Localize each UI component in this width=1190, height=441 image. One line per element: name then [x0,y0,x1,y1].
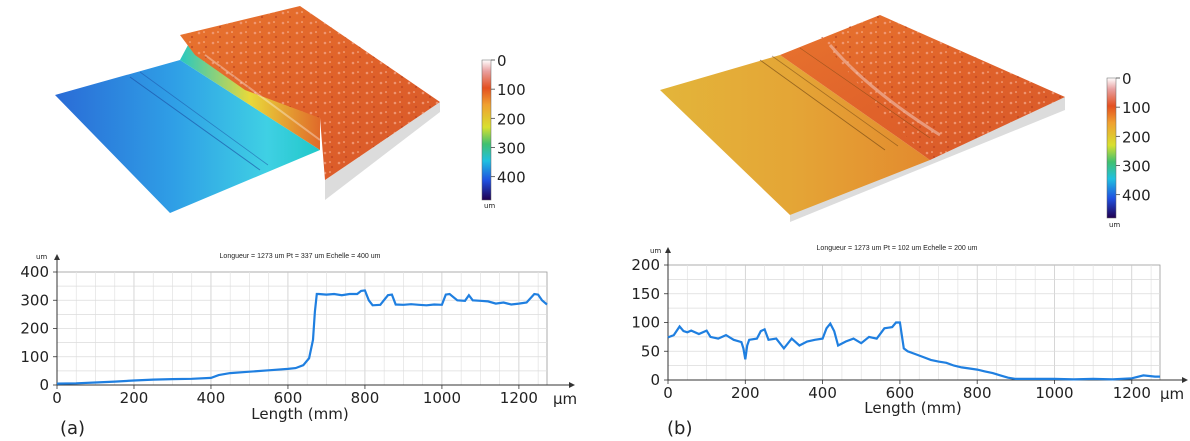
chart-b-x-unit: µm [1160,385,1184,403]
surface-3d-b [660,15,1065,222]
y-tick-label: 200 [631,256,660,274]
chart-b-tick-labels: 0 200 400 600 800 1000 1200 0 50 100 150 200 [631,256,1151,402]
x-tick-label: 1200 [1113,384,1151,402]
colorbar-tick-label: 100 [497,81,526,99]
chart-a-series-line [56,289,548,385]
x-tick-label: 200 [120,389,149,407]
chart-a-y-unit: um [36,253,47,261]
y-axis-arrow [54,254,60,260]
surface-a-texture [180,6,440,180]
y-axis-arrow [665,247,671,253]
panel-label-b: (b) [667,418,692,439]
x-axis-arrow [569,382,575,388]
colorbar-tick-label: 200 [1122,128,1151,146]
y-tick-label: 200 [20,320,49,338]
colorbar-b: 0 100 200 300 400 um [1106,70,1151,229]
colorbar-tick-label: 0 [1122,70,1132,88]
surface-b-scratch-1 [759,59,886,151]
colorbar-tick-label: 300 [497,140,526,158]
chart-b-title: Longueur = 1273 um Pt = 102 um Echelle =… [817,245,978,252]
colorbar-a-unit: um [484,202,495,210]
colorbar-tick-label: 100 [1122,99,1151,117]
surface-b-low-plateau [660,55,930,215]
x-axis-arrow [1182,377,1188,383]
surface-a-scratch-1 [129,76,261,171]
surface-b-texture [820,15,1065,160]
x-tick-label: 600 [274,389,303,407]
chart-a-x-unit: µm [553,390,577,408]
chart-b-x-label: Length (mm) [864,399,961,417]
surface-b-ridge [828,44,941,137]
x-tick-label: 800 [351,389,380,407]
chart-b-series-line [667,321,1160,381]
chart-a-tick-labels: 0 200 400 600 800 1000 1200 0 100 200 300 400 [20,263,538,407]
chart-b-grid [667,264,1161,381]
profile-chart-b: Longueur = 1273 um Pt = 102 um Echelle =… [631,245,1188,439]
y-tick-label: 0 [39,376,49,394]
panel-label-a: (a) [60,418,85,439]
x-tick-label: 1200 [500,389,538,407]
y-tick-label: 300 [20,291,49,309]
colorbar-tick-label: 400 [1122,187,1151,205]
colorbar-tick-label: 0 [497,52,507,70]
chart-a-grid [56,271,548,386]
chart-b-y-unit: um [650,247,661,255]
surface-a-side [325,102,440,200]
surface-a-low-plateau [55,60,320,213]
colorbar-tick-label: 200 [497,110,526,128]
surface-b-scratch-2 [771,55,899,147]
x-tick-label: 0 [663,384,673,402]
x-tick-label: 200 [731,384,760,402]
colorbar-tick-label: 400 [497,169,526,187]
surface-3d-a [55,6,440,213]
y-tick-label: 50 [641,342,660,360]
chart-a-axes [54,254,575,388]
colorbar-tick-label: 300 [1122,158,1151,176]
surface-a-scratch-2 [139,71,269,166]
y-tick-label: 0 [650,371,660,389]
x-tick-label: 400 [808,384,837,402]
chart-a-x-label: Length (mm) [251,405,348,423]
x-tick-label: 800 [963,384,992,402]
x-tick-label: 1000 [423,389,461,407]
x-tick-label: 1000 [1035,384,1073,402]
profile-chart-a: Longueur = 1273 um Pt = 337 um Echelle =… [20,253,577,439]
chart-a-title: Longueur = 1273 um Pt = 337 um Echelle =… [220,253,381,260]
surface-b-scratch-3 [799,47,931,139]
y-tick-label: 100 [631,314,660,332]
y-tick-label: 150 [631,285,660,303]
colorbar-b-unit: um [1109,221,1120,229]
colorbar-a: 0 100 200 300 400 um [481,52,526,210]
y-tick-label: 400 [20,263,49,281]
x-tick-label: 600 [886,384,915,402]
x-tick-label: 0 [52,389,62,407]
x-tick-label: 400 [197,389,226,407]
y-tick-label: 100 [20,348,49,366]
colorbar-a-scale [481,59,492,201]
surface-a-edge-highlight [204,54,321,141]
colorbar-b-scale [1106,77,1117,219]
